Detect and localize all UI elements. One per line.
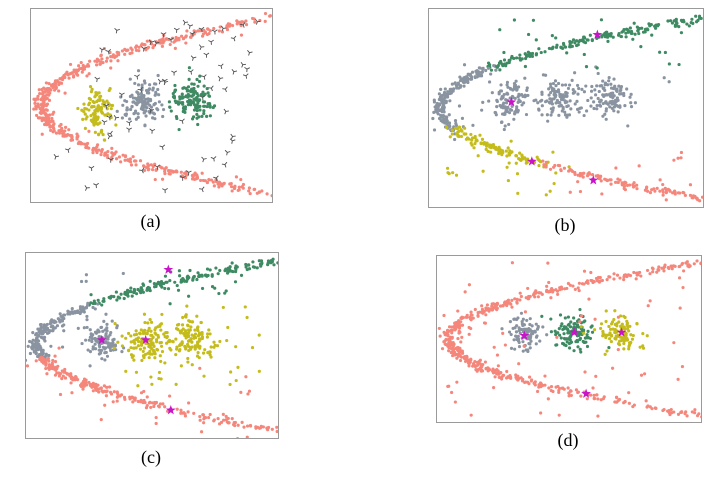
scatter-panel-b (428, 8, 704, 208)
scatter-panel-c (25, 252, 279, 439)
panel-label-a: (a) (140, 211, 161, 231)
panel-label-d: (d) (557, 430, 579, 450)
scatter-panel-d (436, 255, 702, 423)
panel-label-b: (b) (554, 215, 576, 235)
panel-label-c: (c) (141, 447, 161, 467)
scatter-panel-a (30, 8, 273, 203)
